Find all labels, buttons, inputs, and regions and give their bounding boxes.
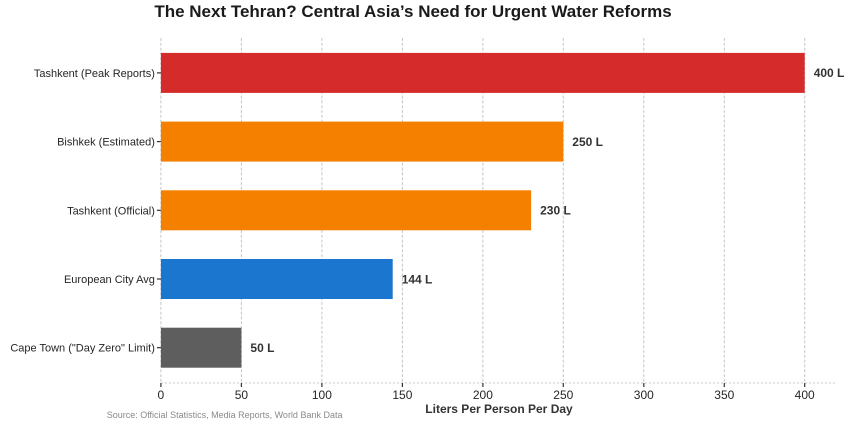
svg-text:50: 50 [235,388,249,402]
svg-text:50 L: 50 L [250,341,274,355]
svg-text:144 L: 144 L [402,272,433,286]
svg-text:The Next Tehran? Central Asia’: The Next Tehran? Central Asia’s Need for… [154,2,671,21]
svg-text:250 L: 250 L [572,135,603,149]
svg-text:Cape Town ("Day Zero" Limit): Cape Town ("Day Zero" Limit) [10,343,155,355]
svg-text:0: 0 [158,388,165,402]
svg-text:400: 400 [795,388,815,402]
svg-text:Tashkent (Peak Reports): Tashkent (Peak Reports) [34,68,155,80]
svg-text:Tashkent (Official): Tashkent (Official) [67,205,155,217]
svg-text:150: 150 [392,388,412,402]
svg-text:230 L: 230 L [540,204,571,218]
svg-text:200: 200 [473,388,493,402]
svg-text:Bishkek (Estimated): Bishkek (Estimated) [57,137,155,149]
svg-text:300: 300 [634,388,654,402]
svg-text:250: 250 [553,388,573,402]
svg-text:Source: Official Statistics, M: Source: Official Statistics, Media Repor… [107,410,343,420]
svg-text:350: 350 [714,388,734,402]
svg-text:400 L: 400 L [814,66,845,80]
svg-text:Liters Per Person Per Day: Liters Per Person Per Day [425,402,573,416]
svg-text:European City Avg: European City Avg [64,274,155,286]
svg-text:100: 100 [312,388,332,402]
